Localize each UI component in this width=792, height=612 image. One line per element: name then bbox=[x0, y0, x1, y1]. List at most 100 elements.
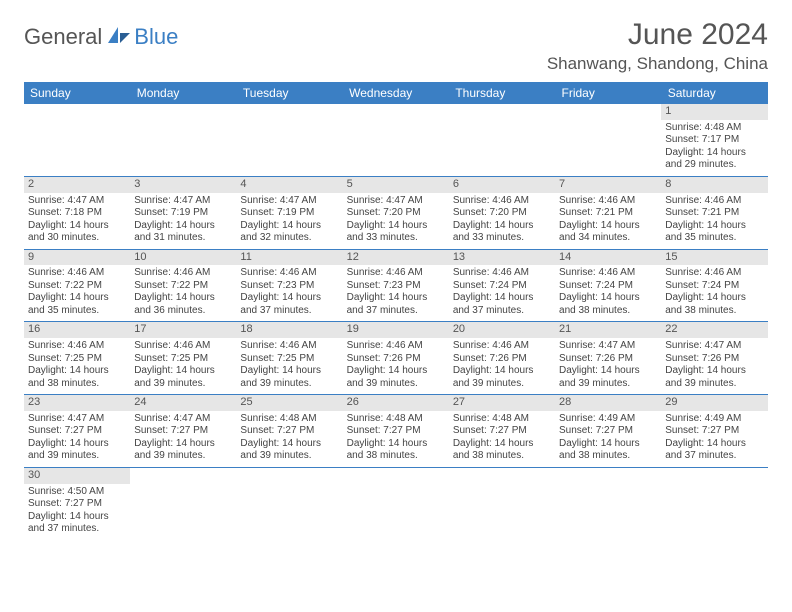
daylight-text: Daylight: 14 hours and 29 minutes. bbox=[665, 147, 763, 172]
calendar-day-cell bbox=[343, 467, 449, 539]
sunrise-text: Sunrise: 4:49 AM bbox=[559, 413, 657, 426]
daylight-text: Daylight: 14 hours and 39 minutes. bbox=[347, 365, 445, 390]
sunrise-text: Sunrise: 4:48 AM bbox=[665, 122, 763, 135]
calendar-day-cell: 5Sunrise: 4:47 AMSunset: 7:20 PMDaylight… bbox=[343, 176, 449, 249]
daylight-text: Daylight: 14 hours and 38 minutes. bbox=[559, 438, 657, 463]
sunset-text: Sunset: 7:24 PM bbox=[453, 280, 551, 293]
sunset-text: Sunset: 7:21 PM bbox=[665, 207, 763, 220]
calendar-day-cell bbox=[343, 104, 449, 176]
calendar-day-cell: 22Sunrise: 4:47 AMSunset: 7:26 PMDayligh… bbox=[661, 322, 767, 395]
calendar-day-cell: 23Sunrise: 4:47 AMSunset: 7:27 PMDayligh… bbox=[24, 395, 130, 468]
daylight-text: Daylight: 14 hours and 39 minutes. bbox=[240, 438, 338, 463]
day-number: 22 bbox=[661, 322, 767, 338]
day-number: 9 bbox=[24, 250, 130, 266]
daylight-text: Daylight: 14 hours and 38 minutes. bbox=[559, 292, 657, 317]
sunset-text: Sunset: 7:22 PM bbox=[28, 280, 126, 293]
month-title: June 2024 bbox=[547, 18, 768, 52]
day-number: 27 bbox=[449, 395, 555, 411]
daylight-text: Daylight: 14 hours and 39 minutes. bbox=[134, 438, 232, 463]
calendar-day-cell: 20 Sunrise: 4:46 AMSunset: 7:26 PMDayligh… bbox=[449, 322, 555, 395]
day-number: 30 bbox=[24, 468, 130, 484]
sunset-text: Sunset: 7:23 PM bbox=[240, 280, 338, 293]
sunset-text: Sunset: 7:26 PM bbox=[453, 353, 551, 366]
day-number: 7 bbox=[555, 177, 661, 193]
title-block: June 2024 Shanwang, Shandong, China bbox=[547, 18, 768, 74]
calendar-table: Sunday Monday Tuesday Wednesday Thursday… bbox=[24, 82, 768, 540]
day-number: 2 bbox=[24, 177, 130, 193]
calendar-day-cell: 1Sunrise: 4:48 AMSunset: 7:17 PMDaylight… bbox=[661, 104, 767, 176]
sunrise-text: Sunrise: 4:47 AM bbox=[347, 195, 445, 208]
calendar-day-cell bbox=[661, 467, 767, 539]
sunrise-text: Sunrise: 4:46 AM bbox=[559, 195, 657, 208]
sunrise-text: Sunrise: 4:46 AM bbox=[453, 267, 551, 280]
calendar-day-cell: 25Sunrise: 4:48 AMSunset: 7:27 PMDayligh… bbox=[236, 395, 342, 468]
daylight-text: Daylight: 14 hours and 39 minutes. bbox=[240, 365, 338, 390]
day-number: 24 bbox=[130, 395, 236, 411]
sunrise-text: Sunrise: 4:47 AM bbox=[559, 340, 657, 353]
daylight-text: Daylight: 14 hours and 34 minutes. bbox=[559, 220, 657, 245]
daylight-text: Daylight: 14 hours and 31 minutes. bbox=[134, 220, 232, 245]
calendar-day-cell: 19Sunrise: 4:46 AMSunset: 7:26 PMDayligh… bbox=[343, 322, 449, 395]
sunrise-text: Sunrise: 4:49 AM bbox=[665, 413, 763, 426]
sunset-text: Sunset: 7:27 PM bbox=[28, 498, 126, 511]
weekday-header: Sunday bbox=[24, 82, 130, 104]
calendar-day-cell: 11Sunrise: 4:46 AMSunset: 7:23 PMDayligh… bbox=[236, 249, 342, 322]
sunrise-text: Sunrise: 4:46 AM bbox=[559, 267, 657, 280]
sunset-text: Sunset: 7:25 PM bbox=[134, 353, 232, 366]
calendar-day-cell: 7 Sunrise: 4:46 AMSunset: 7:21 PMDaylight… bbox=[555, 176, 661, 249]
calendar-day-cell bbox=[555, 104, 661, 176]
logo: General Blue bbox=[24, 24, 178, 50]
calendar-week-row: 30Sunrise: 4:50 AMSunset: 7:27 PMDayligh… bbox=[24, 467, 768, 539]
calendar-day-cell bbox=[236, 467, 342, 539]
sunrise-text: Sunrise: 4:47 AM bbox=[665, 340, 763, 353]
weekday-header: Monday bbox=[130, 82, 236, 104]
daylight-text: Daylight: 14 hours and 39 minutes. bbox=[28, 438, 126, 463]
daylight-text: Daylight: 14 hours and 39 minutes. bbox=[559, 365, 657, 390]
sunset-text: Sunset: 7:19 PM bbox=[134, 207, 232, 220]
weekday-header: Friday bbox=[555, 82, 661, 104]
day-number: 3 bbox=[130, 177, 236, 193]
calendar-week-row: 9Sunrise: 4:46 AMSunset: 7:22 PMDaylight… bbox=[24, 249, 768, 322]
calendar-day-cell: 27Sunrise: 4:48 AMSunset: 7:27 PMDayligh… bbox=[449, 395, 555, 468]
calendar-day-cell: 15Sunrise: 4:46 AMSunset: 7:24 PMDayligh… bbox=[661, 249, 767, 322]
calendar-week-row: 2Sunrise: 4:47 AMSunset: 7:18 PMDaylight… bbox=[24, 176, 768, 249]
calendar-day-cell: 14Sunrise: 4:46 AMSunset: 7:24 PMDayligh… bbox=[555, 249, 661, 322]
daylight-text: Daylight: 14 hours and 37 minutes. bbox=[453, 292, 551, 317]
day-number: 1 bbox=[661, 104, 767, 120]
sunset-text: Sunset: 7:27 PM bbox=[28, 425, 126, 438]
sunset-text: Sunset: 7:20 PM bbox=[347, 207, 445, 220]
calendar-week-row: 16Sunrise: 4:46 AMSunset: 7:25 PMDayligh… bbox=[24, 322, 768, 395]
day-number: 20 bbox=[449, 322, 555, 338]
sunset-text: Sunset: 7:18 PM bbox=[28, 207, 126, 220]
sunset-text: Sunset: 7:21 PM bbox=[559, 207, 657, 220]
calendar-day-cell bbox=[236, 104, 342, 176]
daylight-text: Daylight: 14 hours and 39 minutes. bbox=[453, 365, 551, 390]
day-number: 17 bbox=[130, 322, 236, 338]
sunrise-text: Sunrise: 4:47 AM bbox=[28, 195, 126, 208]
weekday-header: Thursday bbox=[449, 82, 555, 104]
calendar-day-cell: 4Sunrise: 4:47 AMSunset: 7:19 PMDaylight… bbox=[236, 176, 342, 249]
sunset-text: Sunset: 7:20 PM bbox=[453, 207, 551, 220]
calendar-day-cell: 30Sunrise: 4:50 AMSunset: 7:27 PMDayligh… bbox=[24, 467, 130, 539]
sunrise-text: Sunrise: 4:46 AM bbox=[453, 340, 551, 353]
day-number: 12 bbox=[343, 250, 449, 266]
calendar-day-cell bbox=[130, 467, 236, 539]
weekday-header: Tuesday bbox=[236, 82, 342, 104]
weekday-header: Wednesday bbox=[343, 82, 449, 104]
daylight-text: Daylight: 14 hours and 35 minutes. bbox=[28, 292, 126, 317]
day-number: 29 bbox=[661, 395, 767, 411]
day-number: 25 bbox=[236, 395, 342, 411]
day-number: 21 bbox=[555, 322, 661, 338]
calendar-day-cell: 13Sunrise: 4:46 AMSunset: 7:24 PMDayligh… bbox=[449, 249, 555, 322]
sunset-text: Sunset: 7:27 PM bbox=[347, 425, 445, 438]
calendar-day-cell bbox=[449, 467, 555, 539]
sunrise-text: Sunrise: 4:47 AM bbox=[240, 195, 338, 208]
calendar-day-cell: 24Sunrise: 4:47 AMSunset: 7:27 PMDayligh… bbox=[130, 395, 236, 468]
sunrise-text: Sunrise: 4:48 AM bbox=[347, 413, 445, 426]
header: General Blue June 2024 Shanwang, Shandon… bbox=[24, 18, 768, 74]
sunset-text: Sunset: 7:27 PM bbox=[665, 425, 763, 438]
daylight-text: Daylight: 14 hours and 37 minutes. bbox=[240, 292, 338, 317]
calendar-day-cell: 28Sunrise: 4:49 AMSunset: 7:27 PMDayligh… bbox=[555, 395, 661, 468]
day-number: 26 bbox=[343, 395, 449, 411]
daylight-text: Daylight: 14 hours and 33 minutes. bbox=[453, 220, 551, 245]
